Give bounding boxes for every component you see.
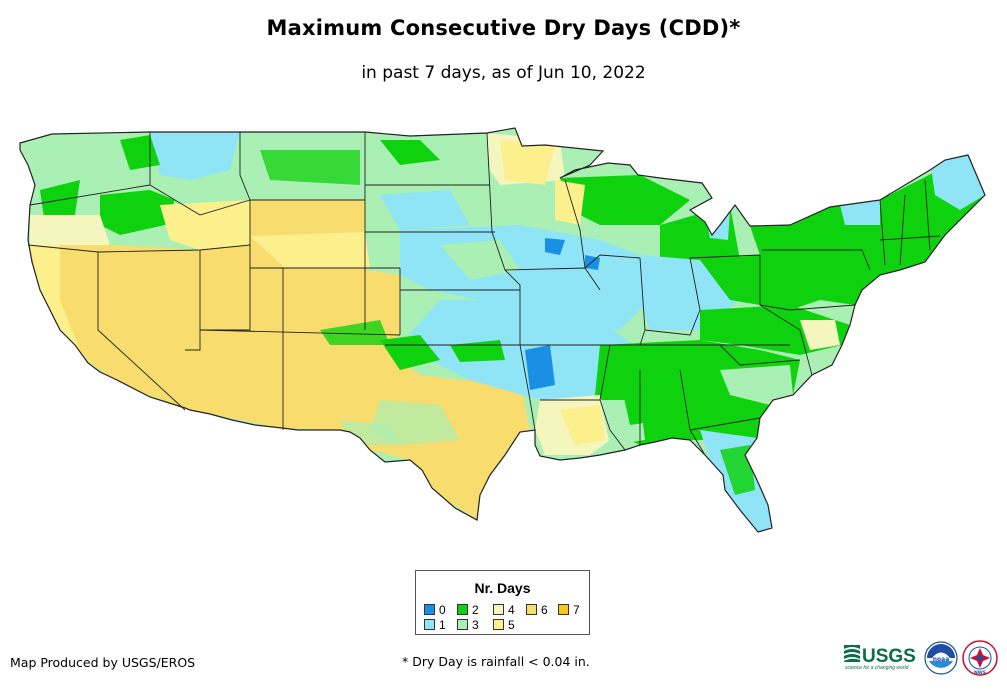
legend-swatch-3 bbox=[457, 619, 468, 630]
legend-label-1: 1 bbox=[439, 618, 446, 632]
legend-swatch-5 bbox=[493, 619, 504, 630]
state-boundaries bbox=[19, 127, 986, 533]
nws-wordmark: NWS bbox=[974, 670, 986, 676]
precip-fill-layer bbox=[20, 128, 985, 532]
noaa-wordmark: noaa bbox=[933, 656, 950, 663]
legend-label-3: 3 bbox=[472, 618, 479, 632]
usgs-wordmark: USGS bbox=[862, 646, 916, 667]
legend-label-0: 0 bbox=[439, 603, 446, 617]
legend-swatch-6 bbox=[526, 604, 537, 615]
us-dry-days-map bbox=[19, 127, 986, 533]
legend-label-4: 4 bbox=[508, 603, 515, 617]
legend-swatch-1 bbox=[424, 619, 435, 630]
legend-swatch-2 bbox=[457, 604, 468, 615]
map-subtitle: in past 7 days, as of Jun 10, 2022 bbox=[361, 63, 646, 83]
usgs-tagline: science for a changing world bbox=[845, 665, 909, 671]
legend-label-2: 2 bbox=[472, 603, 479, 617]
map-title: Maximum Consecutive Dry Days (CDD)* bbox=[266, 16, 741, 40]
legend-swatch-7 bbox=[558, 604, 569, 615]
nws-logo-icon: NWS bbox=[962, 640, 998, 676]
noaa-logo-icon: noaa bbox=[924, 641, 958, 675]
footnote: * Dry Day is rainfall < 0.04 in. bbox=[402, 654, 590, 669]
legend-title: Nr. Days bbox=[474, 580, 531, 596]
usgs-wave-icon bbox=[844, 645, 860, 662]
legend-swatch-0 bbox=[424, 604, 435, 615]
legend-label-6: 6 bbox=[541, 603, 548, 617]
legend-label-5: 5 bbox=[508, 618, 515, 632]
legend-label-7: 7 bbox=[573, 603, 580, 617]
map-credit: Map Produced by USGS/EROS bbox=[10, 655, 196, 670]
legend: Nr. Days 0 1 2 3 4 5 6 7 bbox=[415, 570, 590, 635]
usgs-logo: USGS science for a changing world bbox=[844, 645, 916, 671]
legend-swatch-4 bbox=[493, 604, 504, 615]
